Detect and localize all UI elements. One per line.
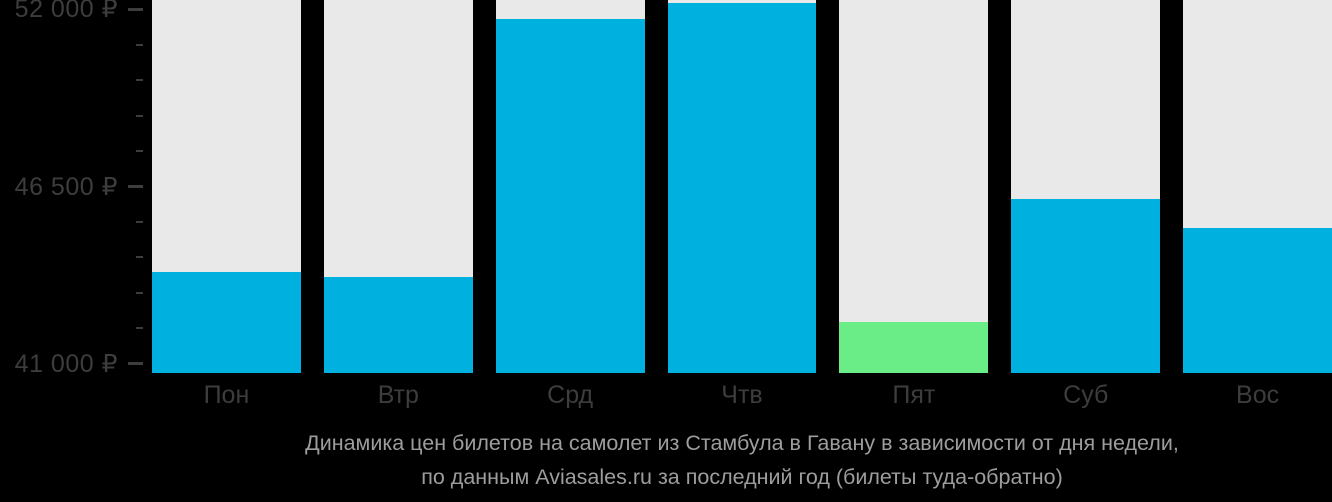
x-axis-label-sun: Вос xyxy=(1236,381,1280,409)
x-axis-label-thu: Чтв xyxy=(721,381,763,409)
y-axis: 52 000 ₽ 46 500 ₽ 41 000 ₽ xyxy=(0,0,152,377)
x-axis-labels: Пон Втр Срд Чтв Пят Суб Вос xyxy=(152,373,1332,415)
bar-column-fri xyxy=(839,0,989,373)
y-axis-major-tick xyxy=(128,7,143,11)
x-axis-label-mon: Пон xyxy=(203,381,250,409)
chart-caption: Динамика цен билетов на самолет из Стамб… xyxy=(152,426,1332,494)
x-axis-label-fri: Пят xyxy=(892,381,936,409)
bar-sun[interactable] xyxy=(1183,228,1332,373)
caption-line-2: по данным Aviasales.ru за последний год … xyxy=(421,465,1063,489)
bar-thu[interactable] xyxy=(667,2,817,373)
bar-tue[interactable] xyxy=(323,276,473,373)
bar-column-sun xyxy=(1183,0,1332,373)
bar-chart-plot-area: 52 000 ₽ 46 500 ₽ 41 000 ₽ xyxy=(0,0,1332,377)
bar-column-tue xyxy=(323,0,473,373)
y-axis-minor-tick xyxy=(136,43,143,46)
bar-column-thu xyxy=(667,0,817,373)
bars-region xyxy=(152,0,1332,373)
y-axis-minor-tick xyxy=(136,327,143,330)
x-axis-label-tue: Втр xyxy=(377,381,419,409)
y-axis-minor-tick xyxy=(136,220,143,223)
y-axis-major-tick xyxy=(128,185,143,188)
y-axis-minor-tick xyxy=(136,150,143,152)
y-axis-tick-label: 41 000 ₽ xyxy=(14,349,118,378)
bar-sat[interactable] xyxy=(1011,199,1161,373)
y-axis-minor-tick xyxy=(136,256,143,259)
y-axis-minor-tick xyxy=(136,291,143,294)
bar-column-mon xyxy=(152,0,301,373)
y-axis-minor-tick xyxy=(136,79,143,82)
x-axis-label-wed: Срд xyxy=(547,381,594,409)
caption-line-1: Динамика цен билетов на самолет из Стамб… xyxy=(305,431,1179,455)
y-axis-minor-tick xyxy=(136,114,143,117)
bar-column-wed xyxy=(495,0,645,373)
bar-fri[interactable] xyxy=(839,322,989,373)
bar-wed[interactable] xyxy=(495,18,645,373)
y-axis-tick-label: 46 500 ₽ xyxy=(14,172,118,201)
y-axis-tick-label: 52 000 ₽ xyxy=(14,0,118,24)
x-axis-label-sat: Суб xyxy=(1063,381,1109,409)
y-axis-major-tick xyxy=(128,362,143,366)
bar-column-sat xyxy=(1011,0,1161,373)
bar-mon[interactable] xyxy=(152,272,301,373)
